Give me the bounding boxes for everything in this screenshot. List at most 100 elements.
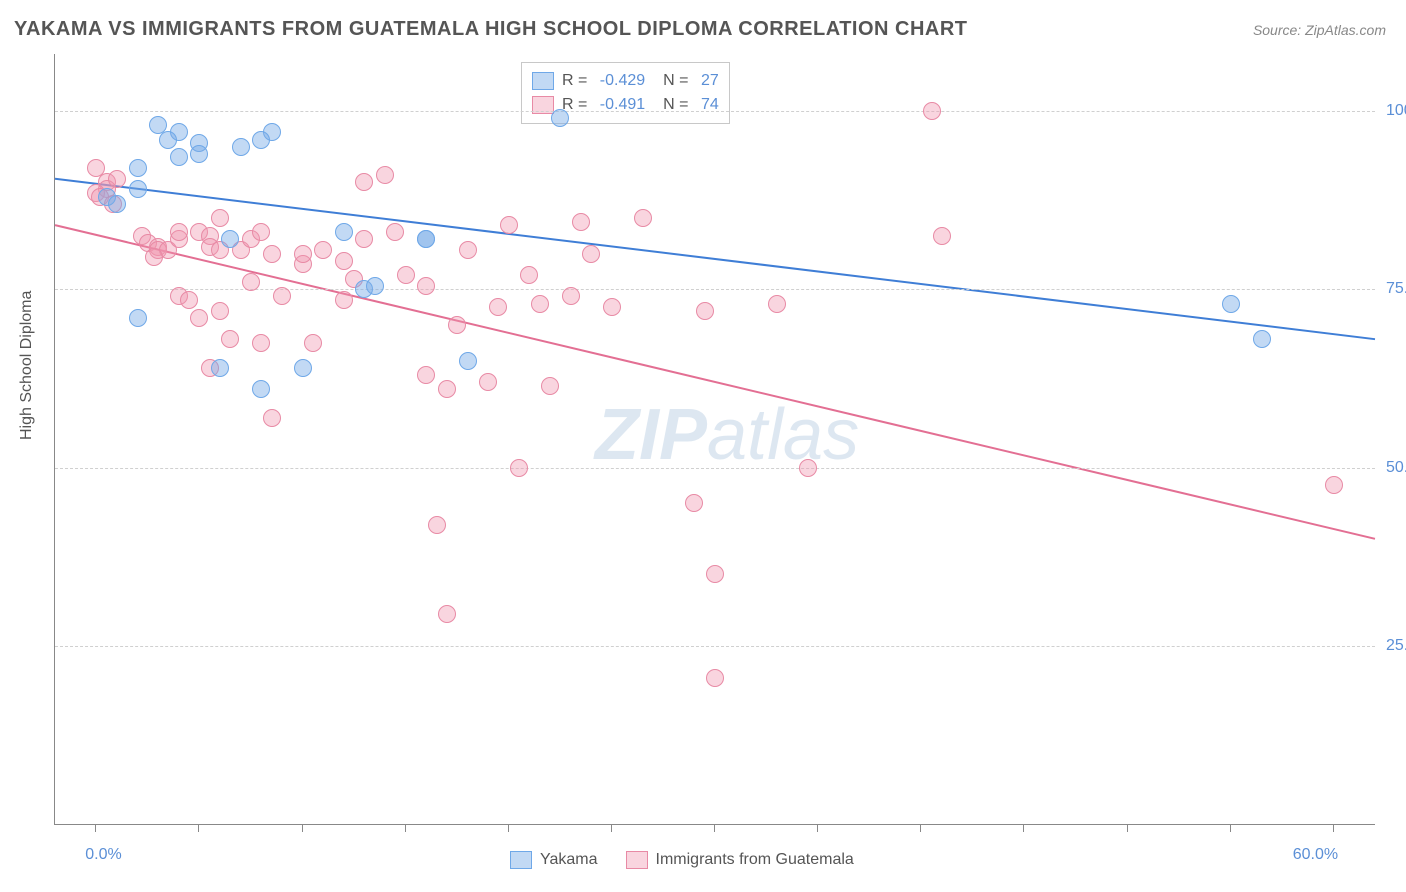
data-point (489, 298, 507, 316)
x-tick-mark (920, 824, 921, 832)
data-point (376, 166, 394, 184)
data-point (211, 359, 229, 377)
gridline (55, 646, 1375, 647)
data-point (108, 170, 126, 188)
data-point (211, 209, 229, 227)
data-point (87, 159, 105, 177)
data-point (417, 366, 435, 384)
x-tick-mark (1333, 824, 1334, 832)
gridline (55, 468, 1375, 469)
data-point (180, 291, 198, 309)
legend-stats-row-a: R = -0.429 N = 27 (532, 69, 719, 93)
data-point (159, 131, 177, 149)
data-point (252, 380, 270, 398)
data-point (923, 102, 941, 120)
data-point (386, 223, 404, 241)
y-tick-label: 50.0% (1386, 459, 1406, 477)
x-tick-mark (1023, 824, 1024, 832)
x-tick-mark (198, 824, 199, 832)
source-label: Source: ZipAtlas.com (1253, 22, 1386, 38)
data-point (1253, 330, 1271, 348)
data-point (366, 277, 384, 295)
data-point (685, 494, 703, 512)
n-label-b: N = (663, 93, 693, 117)
r-value-b: -0.491 (600, 93, 645, 117)
trend-line (55, 179, 1375, 339)
trend-lines (55, 54, 1375, 824)
data-point (572, 213, 590, 231)
data-point (129, 180, 147, 198)
data-point (252, 131, 270, 149)
data-point (428, 516, 446, 534)
data-point (459, 352, 477, 370)
n-label-a: N = (663, 69, 693, 93)
data-point (252, 334, 270, 352)
r-label-a: R = (562, 69, 592, 93)
data-point (603, 298, 621, 316)
x-tick-mark (95, 824, 96, 832)
data-point (459, 241, 477, 259)
x-tick-mark (817, 824, 818, 832)
data-point (500, 216, 518, 234)
swatch-series-a-bottom (510, 851, 532, 869)
data-point (221, 330, 239, 348)
y-tick-label: 25.0% (1386, 637, 1406, 655)
data-point (479, 373, 497, 391)
n-value-b: 74 (701, 93, 719, 117)
data-point (314, 241, 332, 259)
r-value-a: -0.429 (600, 69, 645, 93)
data-point (221, 230, 239, 248)
data-point (335, 223, 353, 241)
data-point (335, 252, 353, 270)
data-point (232, 138, 250, 156)
data-point (438, 380, 456, 398)
swatch-series-b-bottom (626, 851, 648, 869)
y-tick-label: 100.0% (1386, 102, 1406, 120)
x-tick-mark (405, 824, 406, 832)
data-point (211, 302, 229, 320)
data-point (696, 302, 714, 320)
legend-item-a: Yakama (510, 851, 598, 869)
data-point (531, 295, 549, 313)
x-tick-mark (1230, 824, 1231, 832)
data-point (129, 159, 147, 177)
data-point (799, 459, 817, 477)
series-b-name: Immigrants from Guatemala (656, 851, 854, 869)
data-point (933, 227, 951, 245)
data-point (634, 209, 652, 227)
data-point (252, 223, 270, 241)
data-point (768, 295, 786, 313)
data-point (273, 287, 291, 305)
data-point (242, 273, 260, 291)
data-point (1325, 476, 1343, 494)
data-point (438, 605, 456, 623)
data-point (108, 195, 126, 213)
series-a-name: Yakama (540, 851, 598, 869)
data-point (417, 230, 435, 248)
data-point (190, 145, 208, 163)
legend-series: Yakama Immigrants from Guatemala (510, 851, 854, 869)
data-point (263, 409, 281, 427)
data-point (417, 277, 435, 295)
data-point (448, 316, 466, 334)
data-point (520, 266, 538, 284)
x-tick-mark (302, 824, 303, 832)
x-tick-mark (611, 824, 612, 832)
x-tick-label: 0.0% (85, 846, 121, 864)
data-point (170, 223, 188, 241)
data-point (706, 565, 724, 583)
data-point (190, 309, 208, 327)
data-point (355, 173, 373, 191)
data-point (129, 309, 147, 327)
x-tick-label: 60.0% (1293, 846, 1338, 864)
data-point (294, 245, 312, 263)
x-tick-mark (508, 824, 509, 832)
data-point (541, 377, 559, 395)
data-point (582, 245, 600, 263)
data-point (562, 287, 580, 305)
data-point (304, 334, 322, 352)
data-point (1222, 295, 1240, 313)
data-point (510, 459, 528, 477)
data-point (170, 148, 188, 166)
chart-title: YAKAMA VS IMMIGRANTS FROM GUATEMALA HIGH… (14, 18, 968, 41)
